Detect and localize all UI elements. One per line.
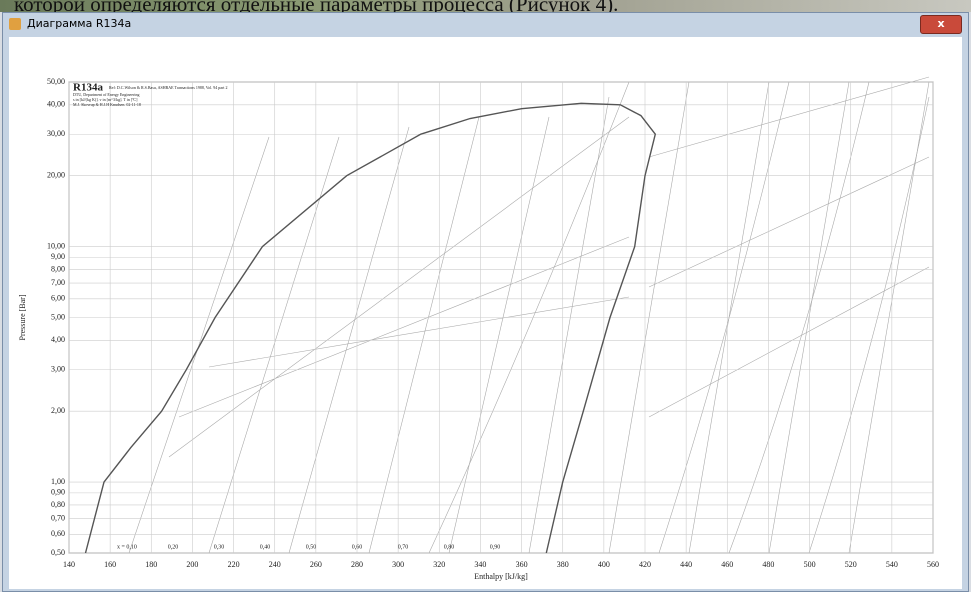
quality-label: 0,50 xyxy=(306,544,317,550)
x-axis-label: Enthalpy [kJ/kg] xyxy=(474,572,528,581)
x-tick-label: 180 xyxy=(145,560,157,569)
page: которой определяются отдельные параметры… xyxy=(0,0,971,592)
y-tick-label: 50,00 xyxy=(47,77,65,86)
y-tick-label: 2,00 xyxy=(51,406,65,415)
y-tick-label: 3,00 xyxy=(51,365,65,374)
x-tick-label: 540 xyxy=(886,560,898,569)
y-tick-label: 1,00 xyxy=(51,477,65,486)
y-tick-label: 20,00 xyxy=(47,171,65,180)
quality-label: 0,40 xyxy=(260,544,271,550)
y-tick-label: 6,00 xyxy=(51,294,65,303)
x-tick-label: 280 xyxy=(351,560,363,569)
y-tick-label: 0,60 xyxy=(51,529,65,538)
x-tick-label: 200 xyxy=(186,560,198,569)
y-tick-label: 5,00 xyxy=(51,312,65,321)
x-tick-label: 380 xyxy=(557,560,569,569)
quality-label: 0,20 xyxy=(168,544,179,550)
y-tick-label: 0,70 xyxy=(51,513,65,522)
quality-label: 0,70 xyxy=(398,544,409,550)
x-tick-label: 260 xyxy=(310,560,322,569)
quality-label: 0,30 xyxy=(214,544,225,550)
x-tick-label: 140 xyxy=(63,560,75,569)
document-text: которой определяются отдельные параметры… xyxy=(0,0,971,12)
y-tick-label: 0,50 xyxy=(51,548,65,557)
x-tick-label: 460 xyxy=(721,560,733,569)
x-tick-label: 320 xyxy=(433,560,445,569)
y-tick-label: 10,00 xyxy=(47,241,65,250)
y-tick-label: 40,00 xyxy=(47,100,65,109)
y-axis-label: Pressure [Bar] xyxy=(18,294,27,340)
isolines xyxy=(129,77,929,553)
x-tick-label: 160 xyxy=(104,560,116,569)
x-tick-label: 420 xyxy=(639,560,651,569)
y-tick-label: 7,00 xyxy=(51,278,65,287)
quality-label: 0,90 xyxy=(490,544,501,550)
x-tick-label: 440 xyxy=(680,560,692,569)
title-bar: Диаграмма R134a x xyxy=(3,13,968,35)
x-tick-label: 400 xyxy=(598,560,610,569)
chart: 0,50 0,60 0,70 0,80 0,90 1,00 2,00 3,00 4,00 5,00… xyxy=(9,37,962,589)
y-tick-label: 4,00 xyxy=(51,335,65,344)
saturation-curve xyxy=(86,103,656,553)
x-tick-label: 240 xyxy=(269,560,281,569)
quality-label: 0,80 xyxy=(444,544,455,550)
y-tick-label: 0,80 xyxy=(51,500,65,509)
x-tick-label: 480 xyxy=(762,560,774,569)
y-tick-label: 0,90 xyxy=(51,488,65,497)
quality-label: 0,60 xyxy=(352,544,363,550)
close-button[interactable]: x xyxy=(920,15,962,34)
window: Диаграмма R134a x 0,50 0,60 0,70 0,80 0,90 1,0… xyxy=(2,12,969,592)
chart-note: M.J. Skovrup & H.J.H Knudsen. 02-11-18 xyxy=(73,102,141,107)
y-tick-label: 30,00 xyxy=(47,129,65,138)
x-tick-label: 560 xyxy=(927,560,939,569)
y-tick-label: 8,00 xyxy=(51,264,65,273)
app-icon xyxy=(9,18,21,30)
chart-subtitle: Ref: D.C.Wilson & R.S.Basu, ASHRAE Trans… xyxy=(109,85,227,91)
x-tick-label: 300 xyxy=(392,560,404,569)
y-tick-label: 9,00 xyxy=(51,252,65,261)
x-tick-label: 220 xyxy=(228,560,240,569)
x-tick-label: 500 xyxy=(804,560,816,569)
x-tick-label: 340 xyxy=(474,560,486,569)
x-tick-label: 360 xyxy=(516,560,528,569)
quality-label: x = 0,10 xyxy=(117,544,137,550)
x-tick-label: 520 xyxy=(845,560,857,569)
window-title: Диаграмма R134a xyxy=(27,17,131,30)
